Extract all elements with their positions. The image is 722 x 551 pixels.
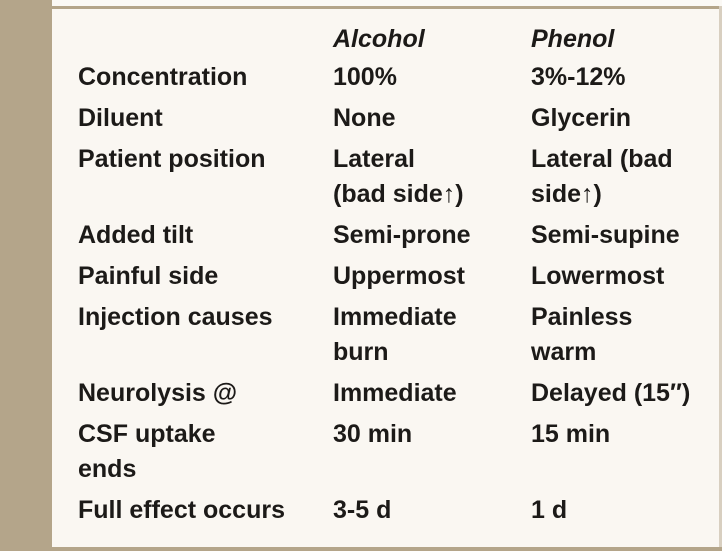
cell-line: warm xyxy=(531,338,597,366)
cell-line: (bad side↑) xyxy=(333,180,464,208)
phenol-cell: Lateral (bad side↑) xyxy=(531,142,690,218)
alcohol-cell: 3-5 d xyxy=(333,496,392,524)
left-decorative-band xyxy=(0,0,52,551)
row-label: Injection causes xyxy=(78,303,273,331)
table-row: CSF uptake ends 30 min 15 min xyxy=(78,417,690,493)
cell-line: side↑) xyxy=(531,180,602,208)
cell-line: Lateral xyxy=(333,145,415,173)
table-row: Neurolysis @ Immediate Delayed (15″) xyxy=(78,376,690,417)
row-label: CSF uptake ends xyxy=(78,417,333,493)
cell-line: ends xyxy=(78,455,137,483)
table-row: Injection causes Immediate burn Painless w… xyxy=(78,300,690,376)
bottom-border xyxy=(52,547,722,551)
header-alcohol: Alcohol xyxy=(333,25,425,53)
phenol-cell: Semi-supine xyxy=(531,221,680,249)
phenol-cell: 1 d xyxy=(531,496,568,524)
header-empty xyxy=(78,22,333,60)
alcohol-cell: Semi-prone xyxy=(333,221,471,249)
phenol-cell: Delayed (15″) xyxy=(531,379,691,407)
cell-line: Painless xyxy=(531,303,633,331)
table-header-row: Alcohol Phenol xyxy=(78,22,690,60)
phenol-cell: 3%-12% xyxy=(531,63,626,91)
row-label: Full effect occurs xyxy=(78,496,285,524)
row-label: Neurolysis @ xyxy=(78,379,238,407)
comparison-table: Alcohol Phenol Concentration 100% 3%-12%… xyxy=(78,22,690,534)
phenol-cell: Glycerin xyxy=(531,104,632,132)
table-row: Patient position Lateral (bad side↑) Late… xyxy=(78,142,690,218)
cell-line: CSF uptake xyxy=(78,420,216,448)
alcohol-cell: 100% xyxy=(333,63,397,91)
row-label: Concentration xyxy=(78,63,248,91)
cell-line: Lateral (bad xyxy=(531,145,673,173)
alcohol-cell: Lateral (bad side↑) xyxy=(333,142,531,218)
table-row: Painful side Uppermost Lowermost xyxy=(78,259,690,300)
table-row: Concentration 100% 3%-12% xyxy=(78,60,690,101)
phenol-cell: 15 min xyxy=(531,420,611,448)
alcohol-cell: Immediate burn xyxy=(333,300,531,376)
top-border xyxy=(52,0,722,9)
row-label: Added tilt xyxy=(78,221,194,249)
right-border xyxy=(719,6,722,551)
table-row: Diluent None Glycerin xyxy=(78,101,690,142)
row-label: Painful side xyxy=(78,262,219,290)
alcohol-cell: Uppermost xyxy=(333,262,465,290)
table-row: Added tilt Semi-prone Semi-supine xyxy=(78,218,690,259)
cell-line: burn xyxy=(333,338,389,366)
alcohol-cell: 30 min xyxy=(333,420,413,448)
phenol-cell: Lowermost xyxy=(531,262,665,290)
row-label: Diluent xyxy=(78,104,163,132)
row-label: Patient position xyxy=(78,145,266,173)
alcohol-cell: None xyxy=(333,104,396,132)
phenol-cell: Painless warm xyxy=(531,300,690,376)
table-row: Full effect occurs 3-5 d 1 d xyxy=(78,493,690,534)
alcohol-cell: Immediate xyxy=(333,379,457,407)
cell-line: Immediate xyxy=(333,303,457,331)
header-phenol: Phenol xyxy=(531,25,615,53)
